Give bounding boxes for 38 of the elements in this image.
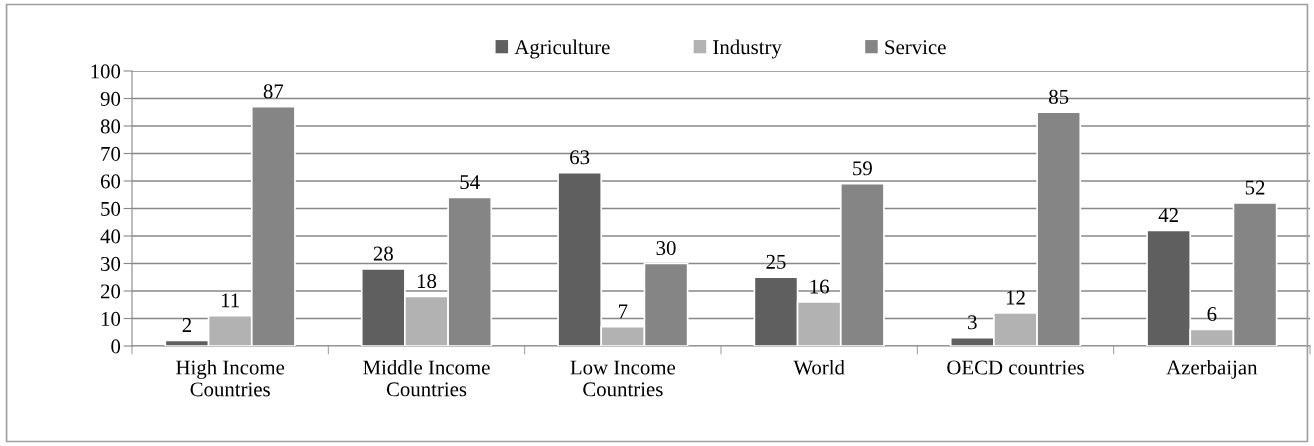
data-label: 16 <box>810 279 829 294</box>
legend-label: Service <box>885 40 946 55</box>
y-tick-label: 10 <box>101 311 121 326</box>
y-tick-label: 30 <box>101 256 121 271</box>
y-tick-label: 40 <box>100 229 121 244</box>
x-tick-label: Azerbaijan <box>1166 359 1258 379</box>
y-tick-label: 100 <box>91 64 121 79</box>
data-label: 42 <box>1158 208 1178 222</box>
data-label: 11 <box>221 293 239 308</box>
data-label: 12 <box>1006 290 1025 305</box>
data-label: 7 <box>619 304 628 319</box>
y-tick-label: 70 <box>101 146 121 161</box>
y-tick-label: 80 <box>100 119 121 134</box>
data-label: 25 <box>766 254 786 269</box>
x-tick-label: Middle Income Countries <box>363 359 490 397</box>
y-tick-label: 0 <box>111 339 121 354</box>
data-label: 52 <box>1245 180 1265 195</box>
data-label: 30 <box>656 241 676 256</box>
data-label: 28 <box>373 246 393 261</box>
data-label: 54 <box>460 175 480 190</box>
data-label: 63 <box>570 150 590 165</box>
y-tick-label: 20 <box>100 284 121 299</box>
y-tick-label: 50 <box>101 201 121 216</box>
x-tick-label: World <box>793 359 845 375</box>
data-label: 87 <box>263 84 284 99</box>
x-tick-label: High Income Countries <box>176 359 285 397</box>
data-label: 18 <box>417 274 437 289</box>
y-tick-label: 60 <box>100 174 121 189</box>
data-label: 59 <box>853 161 872 176</box>
y-tick-label: 90 <box>100 91 121 106</box>
x-tick-label: Low Income Countries <box>570 360 676 397</box>
legend-label: Industry <box>713 39 782 59</box>
x-tick-label: OECD countries <box>947 360 1084 375</box>
data-label: 3 <box>968 315 977 330</box>
data-label: 2 <box>182 318 192 332</box>
data-label: 85 <box>1049 89 1069 104</box>
legend-label: Agriculture <box>514 39 610 59</box>
data-label: 6 <box>1207 307 1217 322</box>
